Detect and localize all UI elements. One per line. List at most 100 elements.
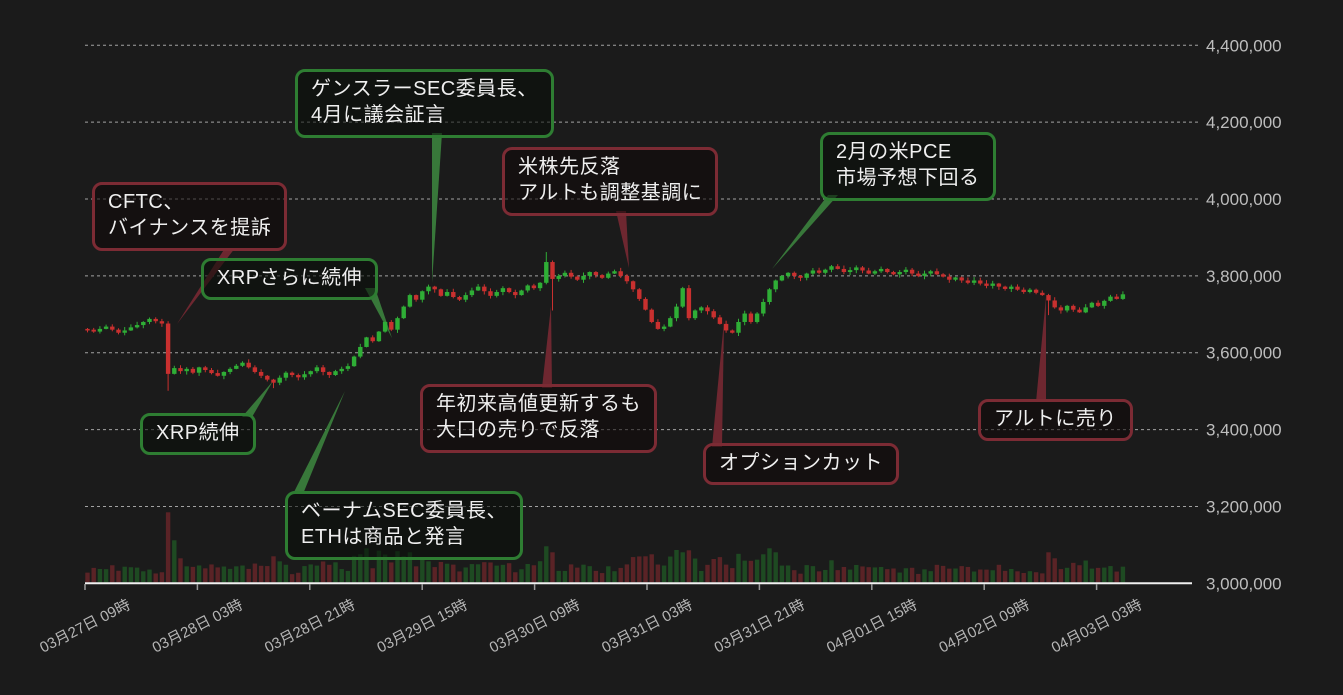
candle [444,292,450,296]
candle [779,275,785,281]
volume-bar [500,564,506,583]
volume-bar [767,548,772,583]
candle [668,318,673,327]
volume-bar [1108,566,1113,583]
candle [1089,302,1095,308]
volume-bar [773,552,778,583]
candle [333,371,338,376]
volume-bar [482,562,487,583]
volume-bar [754,559,760,583]
candle [990,283,995,286]
x-axis-label: 04月01日 15時 [824,596,920,656]
candle [413,295,419,300]
volume-bar [184,566,189,583]
candle [159,321,165,324]
volume-bar [519,569,524,583]
candle [940,274,946,277]
candle [469,290,475,296]
candle [655,321,661,329]
volume-bar [723,564,729,583]
volume-bar [327,564,332,583]
volume-bar [494,565,499,583]
volume-bar [643,556,648,583]
x-axis-label: 03月31日 03時 [599,596,695,656]
candle [891,272,896,275]
volume-bar [891,568,896,583]
volume-bar [748,560,754,583]
candle [860,267,865,271]
volume-bar [203,568,208,583]
candle [258,371,264,376]
candle [277,377,282,383]
volume-bar [829,560,834,583]
volume-bar [277,561,282,583]
x-axis-label: 03月30日 09時 [487,596,583,656]
volume-bar [1102,567,1107,583]
candle [761,302,766,314]
candle [426,286,431,292]
volume-bar [141,571,146,583]
x-axis-label: 03月31日 21時 [712,596,808,656]
candle [637,289,642,299]
axes: 4,400,000 4,200,000 4,000,000 3,800,000 3,60… [37,36,1281,656]
volume-bar [116,570,121,583]
volume-bar [209,564,214,583]
candle [308,371,313,375]
x-axis-label: 03月29日 15時 [374,596,470,656]
volume-bar [172,540,177,583]
candle [358,346,363,357]
candle [1064,305,1070,311]
volume-bar [649,554,654,583]
candle [1033,289,1039,293]
volume-bar [407,552,413,583]
volume-bar [630,557,636,583]
volume-bar [680,552,685,583]
candle [792,272,797,276]
candle [885,268,890,273]
volume-bar [686,550,692,583]
volume-bar [940,565,946,583]
candle [823,269,828,273]
candle [748,313,754,322]
candle [996,283,1002,287]
volume-bar [965,566,971,583]
volume-bar [544,546,549,583]
candle [916,273,921,276]
volume-bar [606,566,611,583]
candle [209,370,214,374]
volume-bars [85,512,1126,583]
volume-bar [717,557,723,583]
volume-bar [457,571,462,583]
candle [482,286,487,292]
volume-bar [835,570,840,583]
volume-bar [196,565,202,583]
volume-bar [506,563,512,583]
gridlines [85,44,1198,507]
volume-bar [711,558,716,583]
volume-bar [339,569,344,583]
volume-bar [525,564,530,583]
volume-bar [128,567,134,583]
candle [575,276,580,280]
candle [1083,307,1088,313]
volume-bar [159,572,165,583]
candle [141,321,146,326]
candle [1102,300,1107,306]
candle [438,289,444,296]
candle [922,273,927,276]
volume-bar [810,566,816,583]
volume-bar [798,573,803,583]
volume-bar [110,565,115,583]
candle [692,310,698,319]
volume-bar [190,566,196,583]
candle [550,262,555,279]
volume-bar [258,565,264,583]
volume-bar [909,567,915,583]
volume-bar [1064,567,1070,583]
volume-bar [382,554,388,583]
volume-bar [866,567,871,583]
volume-bar [593,570,599,583]
volume-bar [364,548,369,583]
